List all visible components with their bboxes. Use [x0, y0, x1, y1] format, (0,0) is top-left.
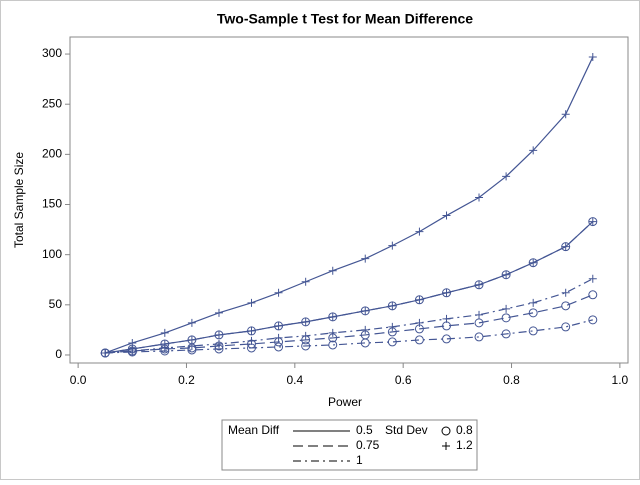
marker-circle: [274, 342, 284, 352]
marker-plus: [588, 217, 597, 226]
marker-plus: [442, 211, 451, 220]
marker-circle: [328, 340, 338, 350]
legend-label: 0.8: [456, 423, 473, 437]
marker-plus: [388, 241, 397, 250]
marker-plus: [328, 312, 337, 321]
marker-plus: [274, 288, 283, 297]
marker-circle: [501, 313, 511, 323]
plot-frame: [69, 36, 629, 364]
marker-plus: [529, 258, 538, 267]
legend-label: 1: [356, 453, 363, 467]
marker-plus: [214, 330, 223, 339]
marker-plus: [187, 341, 196, 350]
legend-title: Mean Diff: [228, 423, 280, 437]
marker-plus: [247, 326, 256, 335]
legend-label: 0.75: [356, 438, 380, 452]
legend-label: 0.5: [356, 423, 373, 437]
marker-plus: [529, 146, 538, 155]
marker-circle: [474, 332, 484, 342]
marker-plus: [475, 280, 484, 289]
y-tick-label: 300: [42, 46, 62, 60]
marker-plus: [442, 442, 450, 450]
x-tick-label: 1.0: [612, 373, 629, 387]
marker-circle: [588, 290, 598, 300]
marker-plus: [160, 343, 169, 352]
marker-plus: [502, 304, 511, 313]
marker-plus: [388, 322, 397, 331]
marker-plus: [301, 277, 310, 286]
marker-plus: [561, 242, 570, 251]
marker-circle: [588, 315, 598, 325]
marker-plus: [247, 298, 256, 307]
marker-plus: [475, 193, 484, 202]
marker-plus: [301, 317, 310, 326]
legend-box: [221, 419, 478, 471]
marker-plus: [561, 288, 570, 297]
marker-plus: [214, 308, 223, 317]
series-line: [105, 278, 594, 354]
marker-plus: [588, 53, 597, 62]
x-tick-label: 0.2: [178, 373, 195, 387]
marker-circle: [501, 329, 511, 339]
marker-circle: [561, 301, 571, 311]
y-tick-label: 150: [42, 197, 62, 211]
marker-plus: [475, 310, 484, 319]
marker-plus: [187, 318, 196, 327]
series-line: [105, 221, 594, 354]
marker-circle: [561, 322, 571, 332]
marker-plus: [388, 301, 397, 310]
marker-plus: [502, 270, 511, 279]
marker-plus: [442, 314, 451, 323]
marker-plus: [101, 348, 110, 357]
y-tick-label: 50: [49, 297, 63, 311]
x-tick-label: 0.4: [286, 373, 303, 387]
marker-plus: [247, 336, 256, 345]
marker-circle: [387, 337, 397, 347]
marker-plus: [328, 328, 337, 337]
marker-plus: [274, 321, 283, 330]
chart-title: Two-Sample t Test for Mean Difference: [217, 11, 473, 27]
marker-circle: [528, 326, 538, 336]
marker-plus: [128, 346, 137, 355]
marker-plus: [529, 298, 538, 307]
y-tick-label: 0: [55, 347, 62, 361]
marker-plus: [415, 295, 424, 304]
x-axis-label: Power: [328, 395, 362, 409]
marker-circle: [442, 334, 452, 344]
marker-plus: [561, 110, 570, 119]
legend-title: Std Dev: [385, 423, 428, 437]
y-tick-label: 250: [42, 96, 62, 110]
series-line: [105, 294, 594, 354]
marker-plus: [361, 254, 370, 263]
marker-plus: [442, 288, 451, 297]
marker-plus: [301, 331, 310, 340]
marker-plus: [361, 306, 370, 315]
legend-label: 1.2: [456, 438, 473, 452]
marker-plus: [274, 333, 283, 342]
marker-plus: [415, 227, 424, 236]
series-line: [105, 56, 594, 354]
marker-plus: [328, 266, 337, 275]
y-tick-label: 200: [42, 147, 62, 161]
marker-plus: [502, 172, 511, 181]
marker-circle: [528, 308, 538, 318]
x-tick-label: 0.6: [395, 373, 412, 387]
marker-plus: [588, 274, 597, 283]
marker-circle: [474, 318, 484, 328]
marker-circle: [301, 341, 311, 351]
marker-circle: [441, 426, 451, 436]
marker-plus: [160, 328, 169, 337]
marker-circle: [414, 335, 424, 345]
y-tick-label: 100: [42, 247, 62, 261]
x-tick-label: 0.8: [503, 373, 520, 387]
marker-plus: [415, 318, 424, 327]
y-axis-label: Total Sample Size: [12, 152, 26, 248]
marker-plus: [214, 339, 223, 348]
x-tick-label: 0.0: [70, 373, 87, 387]
marker-plus: [361, 325, 370, 334]
marker-circle: [360, 338, 370, 348]
